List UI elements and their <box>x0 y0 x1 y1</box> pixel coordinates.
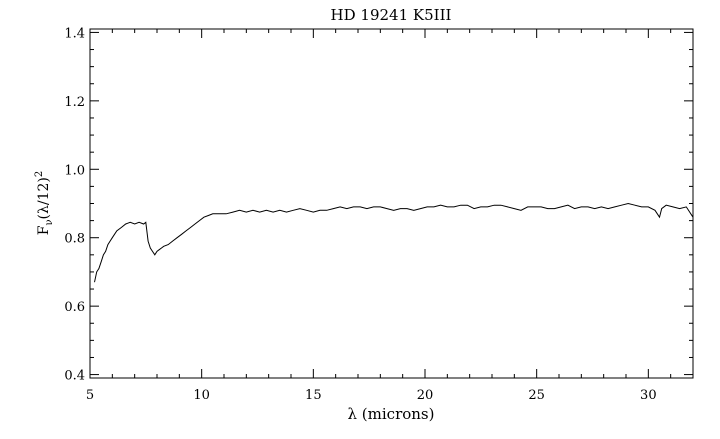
y-axis: 0.4 0.6 0.8 1.0 1.2 1.4 <box>64 26 693 384</box>
y-tick-label: 0.4 <box>64 369 85 384</box>
x-tick-label: 10 <box>193 388 210 403</box>
y-label-sub: ν <box>44 219 55 225</box>
y-tick-label: 0.8 <box>64 232 85 247</box>
y-tick-label: 1.2 <box>64 95 85 110</box>
chart-title: HD 19241 K5III <box>331 6 452 24</box>
y-tick-label: 1.4 <box>64 26 85 41</box>
x-tick-label: 20 <box>417 388 434 403</box>
x-axis: 5 10 15 20 25 30 <box>86 29 694 403</box>
y-label-sup: 2 <box>34 171 45 177</box>
x-axis-label: λ (microns) <box>348 405 435 423</box>
x-tick-label: 30 <box>640 388 657 403</box>
x-tick-label: 25 <box>528 388 545 403</box>
y-axis-label: Fν(λ/12)2 <box>34 171 55 236</box>
x-tick-label: 5 <box>86 388 94 403</box>
plot-frame <box>89 28 694 379</box>
spectrum-series-line <box>94 202 694 283</box>
y-label-main: F <box>36 225 52 235</box>
y-tick-label: 0.6 <box>64 300 85 315</box>
x-tick-label: 15 <box>305 388 322 403</box>
y-label-mid: (λ/12) <box>36 177 52 219</box>
y-tick-label: 1.0 <box>64 163 85 178</box>
